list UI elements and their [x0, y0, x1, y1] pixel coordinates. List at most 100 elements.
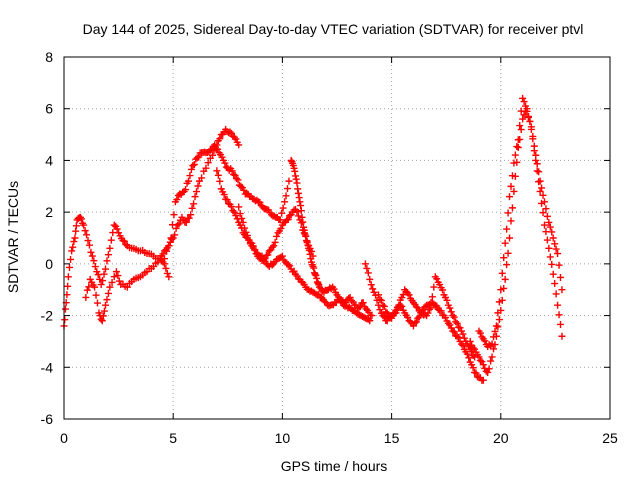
track-h-marker: [380, 302, 388, 310]
track-a-marker: [88, 252, 96, 260]
track-j-marker: [545, 218, 553, 226]
track-c-marker: [230, 171, 238, 179]
y-tick-label: 6: [45, 101, 53, 117]
track-a-marker: [87, 248, 95, 256]
track-f-marker: [295, 194, 303, 202]
track-c-marker: [278, 209, 286, 217]
track-b-marker: [114, 272, 122, 280]
track-h-marker: [395, 301, 403, 309]
track-g-marker: [479, 376, 487, 384]
track-j-marker: [500, 254, 508, 262]
track-j-marker: [514, 136, 522, 144]
track-b-marker: [188, 204, 196, 212]
track-c-marker: [228, 167, 236, 175]
y-tick-label: 8: [45, 49, 53, 65]
y-tick-label: -2: [41, 308, 54, 324]
track-h-marker: [428, 293, 436, 301]
track-j-marker: [513, 143, 521, 151]
track-f-marker: [346, 293, 354, 301]
track-j-marker: [519, 94, 527, 102]
track-i-marker: [487, 357, 495, 365]
track-i-marker: [475, 353, 483, 361]
track-c-marker: [167, 234, 175, 242]
track-j-marker: [539, 191, 547, 199]
x-tick-label: 25: [602, 430, 618, 446]
track-g-marker: [376, 306, 384, 314]
track-g-marker: [431, 301, 439, 309]
track-b-marker: [93, 299, 101, 307]
track-b-marker: [182, 218, 190, 226]
track-h-marker: [405, 291, 413, 299]
track-j-marker: [556, 273, 564, 281]
track-e-marker: [241, 224, 249, 232]
track-b-marker: [98, 317, 106, 325]
y-axis-label: SDTVAR / TECUs: [5, 181, 21, 293]
track-j-marker: [538, 184, 546, 192]
x-tick-label: 15: [384, 430, 400, 446]
track-a-marker: [64, 273, 72, 281]
track-g-marker: [366, 275, 374, 283]
track-h-marker: [376, 295, 384, 303]
track-a-marker: [72, 222, 80, 230]
track-g-marker: [469, 364, 477, 372]
track-d-marker: [264, 251, 272, 259]
track-b-marker: [216, 135, 224, 143]
track-c-marker: [256, 198, 264, 206]
track-j-marker: [523, 107, 531, 115]
track-j-marker: [554, 250, 562, 258]
track-j-marker: [490, 333, 498, 341]
track-a-marker: [61, 316, 69, 324]
track-b-marker: [168, 235, 176, 243]
track-i-marker: [536, 187, 544, 195]
track-e-marker: [239, 218, 247, 226]
track-b-marker: [204, 159, 212, 167]
track-a-marker: [72, 227, 80, 235]
track-i-marker: [517, 126, 525, 134]
track-b-marker: [103, 296, 111, 304]
x-axis-label: GPS time / hours: [281, 458, 388, 474]
track-a-marker: [113, 225, 121, 233]
track-g-marker: [361, 260, 369, 268]
chart-title: Day 144 of 2025, Sidereal Day-to-day VTE…: [83, 21, 584, 37]
track-f-marker: [307, 255, 315, 263]
track-c-marker: [231, 171, 239, 179]
track-a-marker: [65, 263, 73, 271]
track-g-marker: [363, 264, 371, 272]
track-e-marker: [284, 261, 292, 269]
data-points: [60, 94, 566, 384]
track-b-marker: [194, 182, 202, 190]
track-h-marker: [452, 318, 460, 326]
track-a-marker: [70, 238, 78, 246]
track-d-marker: [229, 207, 237, 215]
track-e-marker: [321, 297, 329, 305]
track-e-marker: [243, 231, 251, 239]
track-a-marker: [104, 251, 112, 259]
track-c-marker: [237, 182, 245, 190]
track-a-marker: [83, 231, 91, 239]
track-h-marker: [439, 286, 447, 294]
track-j-marker: [510, 159, 518, 167]
track-b-marker: [123, 283, 131, 291]
track-g-marker: [369, 285, 377, 293]
track-j-marker: [520, 98, 528, 106]
track-i-marker: [501, 275, 509, 283]
track-a-marker: [71, 234, 79, 242]
track-c-marker: [214, 145, 222, 153]
track-b-marker: [171, 231, 179, 239]
track-b-marker: [235, 141, 243, 149]
track-b-marker: [115, 277, 123, 285]
track-a-marker: [90, 257, 98, 265]
track-a-marker: [165, 273, 173, 281]
track-a-marker: [84, 237, 92, 245]
track-f-marker: [287, 156, 295, 164]
x-tick-label: 0: [60, 430, 68, 446]
track-i-marker: [510, 187, 518, 195]
track-b-marker: [99, 312, 107, 320]
track-j-marker: [494, 309, 502, 317]
track-h-marker: [427, 304, 435, 312]
track-f-marker: [296, 198, 304, 206]
track-d-marker: [268, 243, 276, 251]
track-g-marker: [441, 314, 449, 322]
track-f-marker: [348, 297, 356, 305]
track-d-marker: [265, 247, 273, 255]
